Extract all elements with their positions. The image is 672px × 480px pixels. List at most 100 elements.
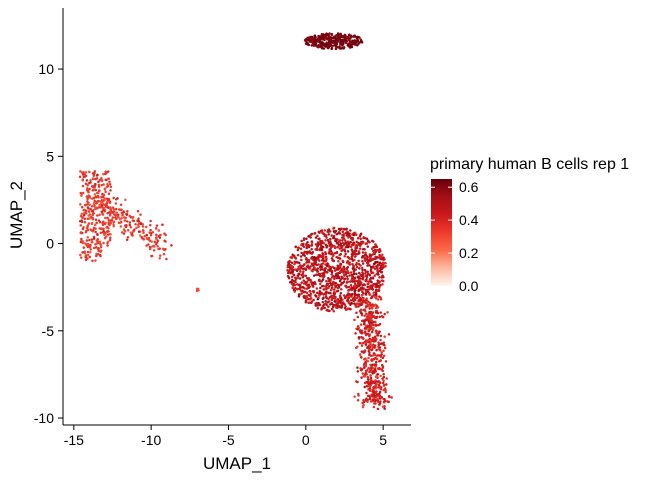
data-point [142, 231, 145, 234]
data-point [319, 254, 322, 258]
data-point [368, 264, 371, 267]
data-point [349, 307, 352, 311]
data-point [323, 306, 326, 310]
data-point [101, 223, 105, 227]
data-point [378, 275, 381, 279]
data-point [290, 256, 294, 260]
data-point [355, 233, 358, 237]
data-point [94, 259, 97, 262]
data-point [307, 285, 311, 288]
data-point [349, 245, 353, 249]
data-point [91, 218, 95, 221]
data-point [119, 208, 122, 212]
data-point [361, 290, 364, 294]
data-point [307, 283, 311, 286]
data-point [290, 261, 294, 265]
data-point [378, 315, 381, 319]
data-point [83, 251, 86, 255]
data-point [376, 267, 379, 271]
data-point [365, 279, 368, 283]
data-point [342, 38, 346, 42]
data-point [376, 282, 379, 285]
data-point [345, 285, 348, 289]
data-point [164, 233, 167, 237]
data-point [103, 233, 106, 236]
data-point [371, 303, 374, 306]
data-point [314, 304, 317, 307]
data-point [346, 261, 349, 265]
data-point [303, 290, 307, 293]
data-point [363, 327, 367, 330]
legend-title: primary human B cells rep 1 [430, 156, 629, 173]
data-point [84, 182, 88, 186]
data-point [306, 252, 309, 255]
data-point [373, 267, 377, 271]
data-point [330, 271, 334, 274]
data-point [335, 303, 339, 307]
data-point [354, 253, 358, 256]
data-point [338, 284, 341, 287]
data-point [79, 239, 83, 243]
data-point [92, 235, 96, 239]
data-point [332, 41, 335, 45]
data-point [97, 219, 101, 222]
data-point [336, 39, 339, 43]
data-point [380, 353, 383, 356]
data-point [366, 359, 370, 363]
data-point [360, 350, 364, 353]
data-point [320, 291, 323, 295]
data-point [338, 257, 342, 260]
data-point [86, 187, 89, 190]
data-point [308, 294, 311, 297]
data-point [311, 285, 315, 288]
data-point [85, 239, 89, 242]
data-point [312, 44, 316, 47]
data-point [382, 379, 385, 383]
data-point [330, 273, 333, 276]
data-point [125, 220, 129, 223]
data-point [308, 36, 311, 39]
data-point [117, 213, 120, 216]
data-point [368, 305, 371, 308]
data-point [386, 400, 389, 403]
data-point [334, 36, 337, 40]
data-point [381, 253, 384, 257]
data-point [334, 237, 337, 241]
data-point [313, 266, 316, 269]
data-point [351, 286, 355, 289]
data-point [337, 227, 341, 231]
data-point [346, 270, 350, 273]
data-point [374, 360, 378, 364]
data-point [338, 239, 342, 242]
data-point [145, 233, 148, 237]
data-point [353, 255, 357, 258]
data-point [360, 281, 363, 285]
data-point [372, 257, 376, 261]
data-point [96, 173, 99, 177]
data-point [362, 337, 365, 340]
data-point [384, 262, 387, 265]
data-point [358, 267, 361, 270]
data-point [126, 209, 129, 213]
data-point [102, 227, 105, 231]
data-point [292, 283, 296, 286]
data-point [366, 264, 369, 267]
data-point [124, 198, 127, 201]
data-point [382, 275, 385, 279]
data-point [376, 330, 379, 333]
data-point [363, 375, 367, 378]
data-point [357, 394, 360, 397]
data-point [301, 267, 305, 271]
data-point [350, 288, 354, 292]
data-point [340, 35, 344, 39]
data-point [376, 248, 379, 252]
data-point [143, 235, 146, 238]
data-point [314, 42, 318, 45]
data-point [373, 282, 377, 286]
data-point [299, 247, 303, 251]
data-point [372, 405, 376, 409]
data-point [379, 359, 382, 362]
data-point [318, 303, 321, 307]
data-point [119, 203, 123, 206]
data-point [157, 229, 161, 232]
